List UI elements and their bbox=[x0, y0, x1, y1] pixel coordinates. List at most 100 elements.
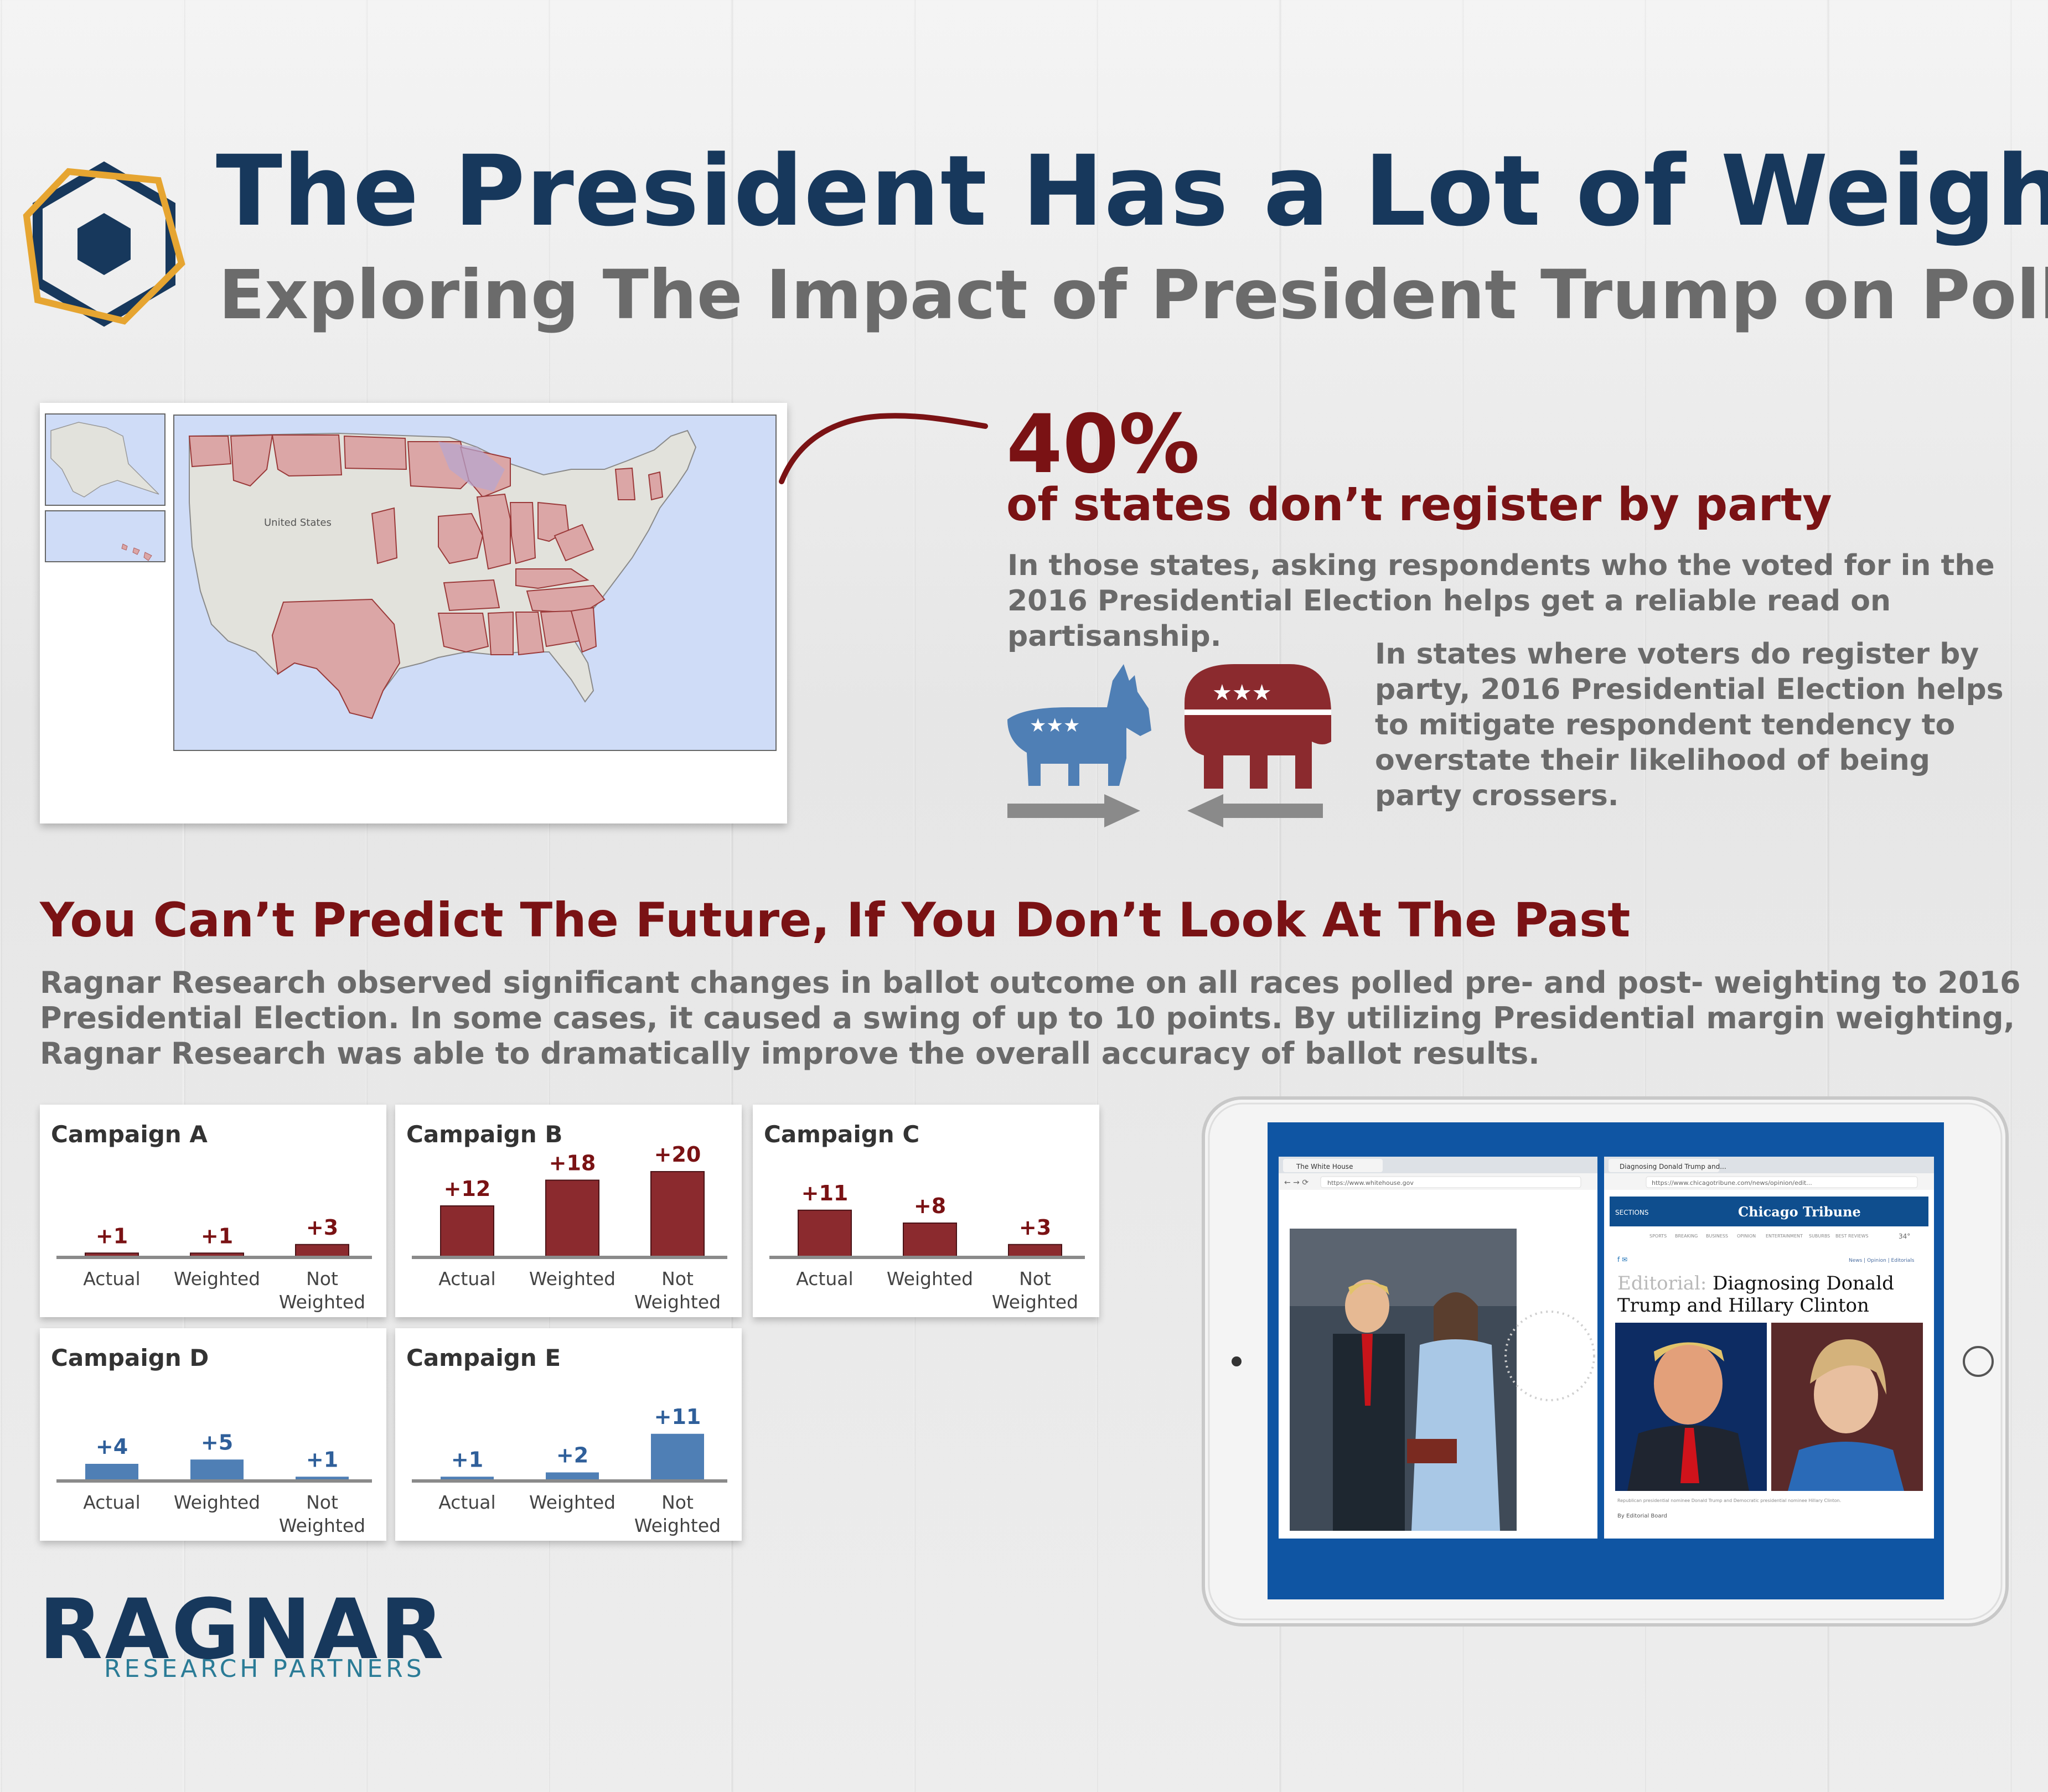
category-label: Actual bbox=[83, 1268, 140, 1289]
non-party-registration-states bbox=[188, 434, 664, 719]
bar-value-label: +1 bbox=[451, 1447, 483, 1472]
stat-caption: of states don’t register by party bbox=[1006, 479, 1832, 531]
us-party-registration-map: United States bbox=[45, 413, 777, 751]
svg-text:★★★: ★★★ bbox=[1030, 714, 1080, 737]
svg-text:BEST REVIEWS[interactable]: BEST REVIEWS bbox=[1835, 1234, 1869, 1239]
category-label: Actual bbox=[796, 1268, 853, 1289]
svg-text:SUBURBS[interactable]: SUBURBS bbox=[1809, 1234, 1830, 1239]
campaign-a-chart: Campaign A+1Actual+1Weighted+3NotWeighte… bbox=[51, 1121, 372, 1313]
tribune-masthead: Chicago Tribune bbox=[1738, 1204, 1861, 1220]
share-icons[interactable]: f ✉ bbox=[1617, 1256, 1627, 1263]
svg-text:OPINION[interactable]: OPINION bbox=[1737, 1234, 1756, 1239]
section-paragraph: Ragnar Research observed significant cha… bbox=[40, 965, 2021, 1071]
category-label: Weighted bbox=[634, 1515, 721, 1536]
category-label: Weighted bbox=[529, 1491, 616, 1513]
tab1-url[interactable]: https://www.whitehouse.gov bbox=[1327, 1179, 1414, 1187]
callout-arc bbox=[779, 413, 988, 484]
bar-weighted bbox=[545, 1179, 599, 1258]
map-country-label: United States bbox=[264, 517, 332, 529]
category-label: Weighted bbox=[279, 1291, 365, 1313]
campaign-card-d: Campaign D +4 Actual +5 Weighted +1 Not Weighte… bbox=[40, 1328, 386, 1541]
category-label: Weighted bbox=[174, 1268, 260, 1289]
campaign-card-e: Campaign E +1 Actual +2 Weighted +11 Not Weight… bbox=[395, 1328, 742, 1541]
bar-value-label: +5 bbox=[201, 1430, 233, 1454]
bar-value-label: +18 bbox=[549, 1151, 596, 1175]
category-label: Weighted bbox=[887, 1268, 973, 1289]
bar-weighted bbox=[190, 1459, 244, 1481]
browser-window-tribune: Diagnosing Donald Trump and... https://w… bbox=[1604, 1157, 1934, 1539]
svg-text:SPORTS[interactable]: SPORTS bbox=[1649, 1234, 1667, 1239]
stat-paragraph-2: In states where voters do register by pa… bbox=[1375, 638, 2004, 812]
category-label: Not bbox=[306, 1491, 338, 1513]
elephant-icon: ★★★ bbox=[1185, 664, 1331, 789]
donkey-icon: ★★★ bbox=[1007, 664, 1151, 786]
campaign-d-chart: Campaign D+4Actual+5Weighted+1NotWeighte… bbox=[51, 1344, 372, 1536]
bar-value-label: +12 bbox=[444, 1177, 491, 1201]
campaign-card-c: Campaign C +11 Actual +8 Weighted +3 Not Weight… bbox=[753, 1105, 1099, 1317]
bar-weighted bbox=[546, 1472, 599, 1481]
campaign-card-b: Campaign B +12 Actual +18 Weighted +20 Not Weig… bbox=[395, 1105, 742, 1317]
tribune-breadcrumb[interactable]: News | Opinion | Editorials bbox=[1849, 1258, 1915, 1263]
category-label: Actual bbox=[438, 1268, 495, 1289]
bar-not-weighted bbox=[650, 1171, 705, 1258]
svg-text:ENTERTAINMENT[interactable]: ENTERTAINMENT bbox=[1766, 1234, 1803, 1239]
tribune-header bbox=[1610, 1197, 1928, 1226]
campaign-card-a: Campaign A +1 Actual +1 Weighted +3 Not Weighte… bbox=[40, 1105, 386, 1317]
stat-paragraph-1: In those states, asking respondents who … bbox=[1007, 549, 1995, 653]
bar-value-label: +1 bbox=[96, 1224, 128, 1248]
bar-value-label: +1 bbox=[306, 1447, 338, 1472]
bar-value-label: +8 bbox=[914, 1194, 946, 1218]
bar-value-label: +4 bbox=[96, 1434, 128, 1459]
bar-value-label: +2 bbox=[556, 1443, 588, 1468]
sections-menu[interactable]: SECTIONS bbox=[1615, 1209, 1649, 1216]
campaign-e-chart: Campaign E+1Actual+2Weighted+11NotWeight… bbox=[406, 1344, 727, 1536]
bar-not-weighted bbox=[295, 1244, 349, 1258]
photo-caption: Republican presidential nominee Donald T… bbox=[1617, 1498, 1841, 1503]
bar-not-weighted bbox=[651, 1433, 704, 1481]
bar-weighted bbox=[903, 1223, 957, 1258]
svg-text:BUSINESS[interactable]: BUSINESS bbox=[1706, 1234, 1728, 1239]
headline-line-2: Trump and Hillary Clinton bbox=[1617, 1294, 1869, 1317]
section-heading: You Can’t Predict The Future, If You Don… bbox=[40, 893, 1631, 948]
chart-title: Campaign E bbox=[406, 1344, 561, 1371]
category-label: Not bbox=[661, 1268, 694, 1289]
category-label: Weighted bbox=[634, 1291, 721, 1313]
category-label: Not bbox=[661, 1491, 694, 1513]
bar-value-label: +3 bbox=[306, 1215, 338, 1240]
headline-prefix: Editorial: bbox=[1617, 1272, 1706, 1294]
page-title: The President Has a Lot of Weight bbox=[216, 134, 2048, 248]
bar-not-weighted bbox=[296, 1477, 349, 1481]
browser-nav-icons[interactable]: ← → ⟳ bbox=[1284, 1178, 1309, 1187]
us-map-card: United States bbox=[40, 403, 787, 824]
category-label: Weighted bbox=[529, 1268, 616, 1289]
trump-clinton-photo bbox=[1615, 1323, 1923, 1491]
ragnar-hex-logo-icon bbox=[23, 161, 185, 327]
tab2-url[interactable]: https://www.chicagotribune.com/news/opin… bbox=[1652, 1179, 1812, 1187]
svg-text:★★★: ★★★ bbox=[1212, 680, 1272, 706]
chart-title: Campaign B bbox=[406, 1121, 562, 1148]
page-subtitle: Exploring The Impact of President Trump … bbox=[219, 256, 2048, 334]
tab1-title[interactable]: The White House bbox=[1296, 1163, 1353, 1171]
bar-actual bbox=[798, 1209, 852, 1258]
left-arrow-icon bbox=[1187, 794, 1323, 827]
bar-value-label: +1 bbox=[201, 1224, 233, 1248]
category-label: Not bbox=[1019, 1268, 1051, 1289]
category-label: Actual bbox=[438, 1491, 495, 1513]
tablet-home-button[interactable] bbox=[1963, 1346, 1994, 1377]
bar-not-weighted bbox=[1008, 1244, 1062, 1258]
campaign-c-chart: Campaign C+11Actual+8Weighted+3NotWeight… bbox=[764, 1121, 1085, 1313]
right-arrow-icon bbox=[1007, 794, 1140, 827]
bar-value-label: +11 bbox=[801, 1181, 849, 1205]
browser-window-whitehouse: The White House ← → ⟳ https://www.whiteh… bbox=[1279, 1157, 1597, 1539]
tablet-camera-icon bbox=[1232, 1356, 1242, 1366]
category-label: Weighted bbox=[279, 1515, 365, 1536]
category-label: Weighted bbox=[992, 1291, 1078, 1313]
campaign-b-chart: Campaign B+12Actual+18Weighted+20NotWeig… bbox=[406, 1121, 727, 1313]
chart-title: Campaign D bbox=[51, 1344, 209, 1371]
svg-text:BREAKING[interactable]: BREAKING bbox=[1675, 1234, 1698, 1239]
category-label: Not bbox=[306, 1268, 338, 1289]
category-label: Actual bbox=[83, 1491, 140, 1513]
tab2-title[interactable]: Diagnosing Donald Trump and... bbox=[1620, 1163, 1726, 1171]
byline: By Editorial Board bbox=[1617, 1513, 1667, 1519]
chart-title: Campaign C bbox=[764, 1121, 919, 1148]
